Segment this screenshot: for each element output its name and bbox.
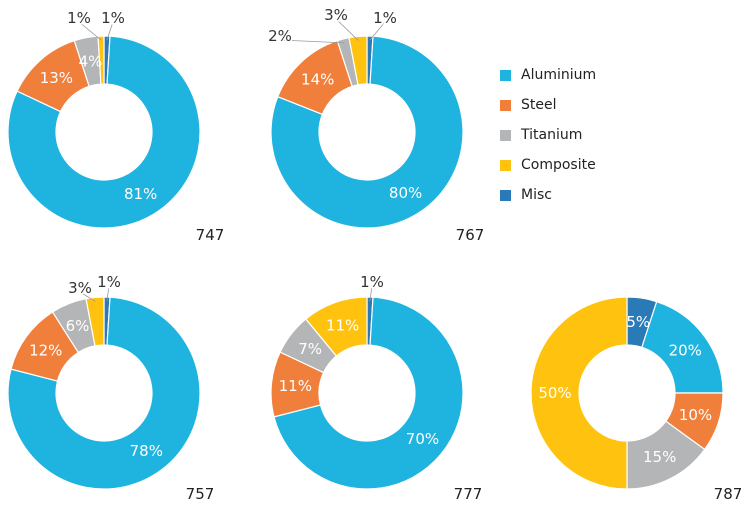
leader-line-composite-747 <box>78 21 102 41</box>
slice-composite-787 <box>530 296 628 490</box>
slice-aluminium-777 <box>273 296 464 490</box>
legend-label-composite: Composite <box>521 157 596 173</box>
leader-line-misc-767 <box>369 21 386 41</box>
donut-chart-767: 80% 14% 2% 3% 1% 767 <box>267 5 485 245</box>
leader-line-misc-757 <box>106 285 110 302</box>
legend-label-steel: Steel <box>521 97 557 113</box>
data-label-misc-747: 1% <box>101 9 125 27</box>
data-label-steel-787: 10% <box>679 406 712 424</box>
legend-label-titanium: Titanium <box>521 127 583 143</box>
slice-composite-777 <box>304 296 368 357</box>
leader-line-composite-757 <box>79 291 96 302</box>
data-label-titanium-747: 4% <box>79 52 103 70</box>
legend-item-steel: Steel <box>500 90 596 120</box>
data-label-steel-767: 14% <box>301 71 334 89</box>
data-label-misc-767: 1% <box>373 9 397 27</box>
legend-item-titanium: Titanium <box>500 120 596 150</box>
data-label-titanium-777: 7% <box>298 340 322 358</box>
donut-chart-757: 78% 12%6% 3% 1% 757 <box>7 272 215 503</box>
legend-item-aluminium: Aluminium <box>500 60 596 90</box>
chart-title-747: 747 <box>196 226 225 244</box>
donut-chart-747: 81% 13% 4% 1% 1% 747 <box>7 8 225 244</box>
data-label-steel-747: 13% <box>40 69 73 87</box>
data-label-titanium-767: 2% <box>268 27 292 45</box>
data-label-steel-777: 11% <box>279 377 312 395</box>
data-label-aluminium-757: 78% <box>130 442 163 460</box>
legend: Aluminium Steel Titanium Composite Misc <box>500 60 596 210</box>
donut-chart-777: 70%11%7%11%1%777 <box>270 272 483 503</box>
legend-swatch-titanium <box>500 129 511 141</box>
donut-chart-787: 20% 10% 15% 50% 5% 787 <box>530 296 743 503</box>
leader-line-misc-777 <box>369 285 373 302</box>
chart-title-767: 767 <box>456 226 485 244</box>
data-label-aluminium-777: 70% <box>406 430 439 448</box>
leader-line-composite-767 <box>335 18 359 41</box>
data-label-aluminium-747: 81% <box>124 185 157 203</box>
data-label-aluminium-787: 20% <box>669 342 702 360</box>
data-label-misc-787: 5% <box>626 313 650 331</box>
slice-aluminium-747 <box>7 35 201 229</box>
slice-aluminium-757 <box>7 296 201 490</box>
data-label-composite-767: 3% <box>324 6 348 24</box>
data-label-aluminium-767: 80% <box>389 184 422 202</box>
slice-composite-757 <box>85 296 105 347</box>
leader-line-titanium-767 <box>279 39 345 44</box>
data-label-composite-757: 3% <box>68 279 92 297</box>
data-label-titanium-757: 6% <box>66 317 90 335</box>
legend-swatch-steel <box>500 99 511 111</box>
data-label-steel-757: 12% <box>29 342 62 360</box>
data-label-misc-757: 1% <box>97 273 121 291</box>
data-label-composite-777: 11% <box>326 316 359 334</box>
legend-item-composite: Composite <box>500 150 596 180</box>
legend-item-misc: Misc <box>500 180 596 210</box>
legend-label-misc: Misc <box>521 187 552 203</box>
data-label-misc-777: 1% <box>360 273 384 291</box>
leader-line-misc-747 <box>106 21 114 41</box>
slice-aluminium-767 <box>270 35 464 229</box>
chart-title-757: 757 <box>186 485 215 503</box>
data-label-composite-747: 1% <box>67 9 91 27</box>
chart-title-787: 787 <box>714 485 743 503</box>
data-label-titanium-787: 15% <box>643 448 676 466</box>
legend-swatch-aluminium <box>500 69 511 81</box>
data-label-composite-787: 50% <box>538 384 571 402</box>
legend-swatch-composite <box>500 159 511 171</box>
slice-composite-747 <box>97 35 105 85</box>
legend-swatch-misc <box>500 189 511 201</box>
legend-label-aluminium: Aluminium <box>521 67 597 83</box>
chart-title-777: 777 <box>454 485 483 503</box>
